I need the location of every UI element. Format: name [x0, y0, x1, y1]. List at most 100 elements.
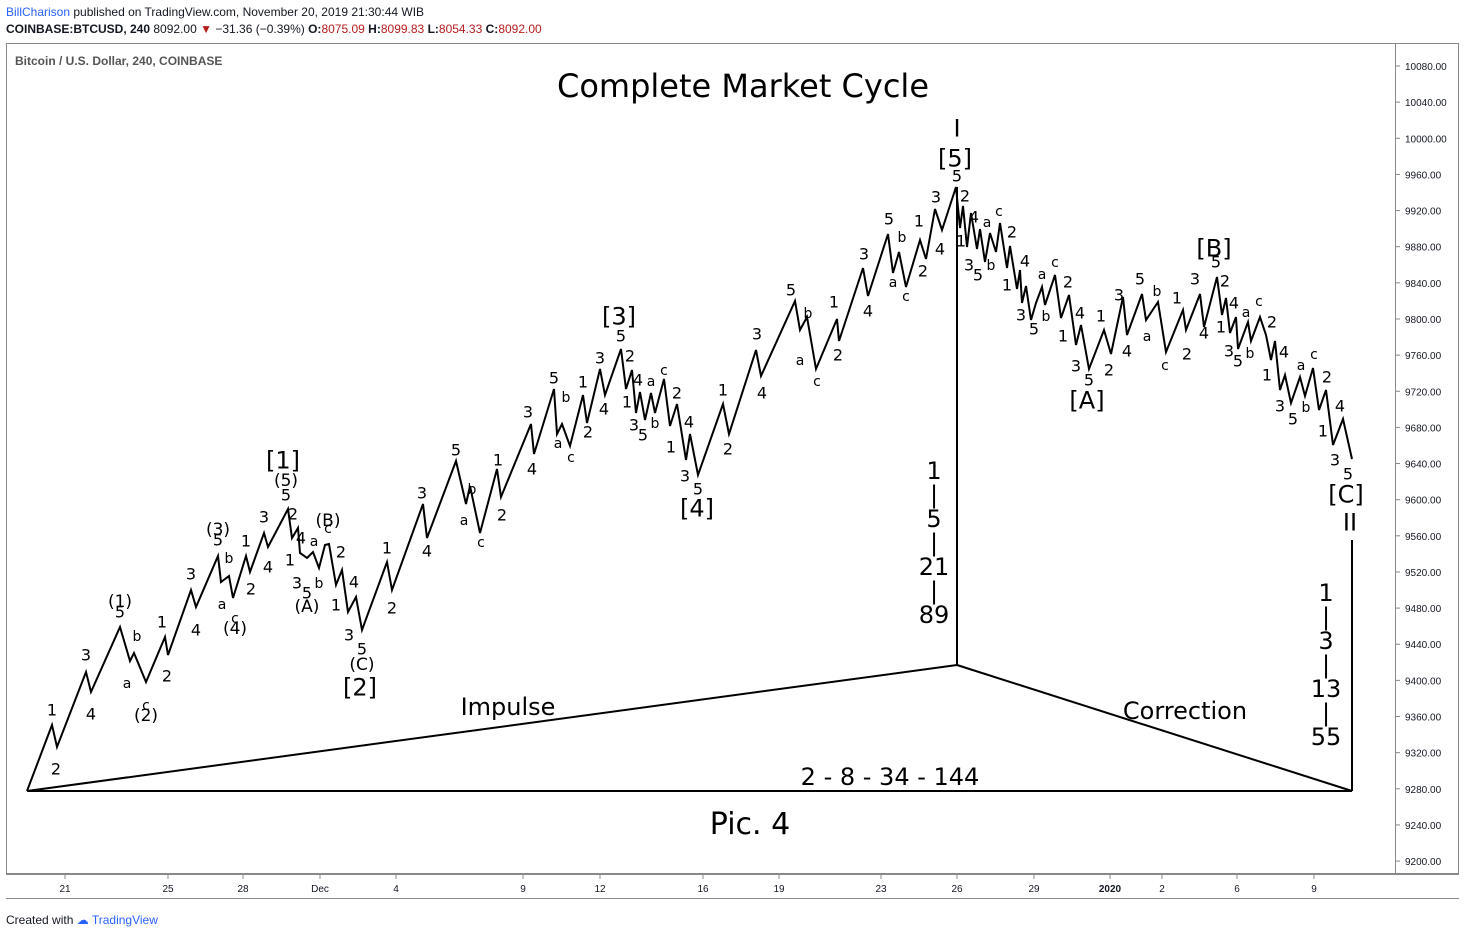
change-down-icon: ▼	[200, 22, 212, 36]
fib-separator: |	[1322, 603, 1330, 631]
wave-label: 1	[578, 373, 588, 392]
wave-label: (B)	[316, 511, 341, 531]
wave-label: c	[477, 535, 485, 551]
price-tick-label: 9480.00	[1405, 604, 1442, 615]
publish-line: BillCharison published on TradingView.co…	[6, 4, 542, 21]
tradingview-logo-icon: ☁	[76, 913, 89, 927]
price-axis[interactable]: 10080.00 10040.00 10000.00 9960.00 9920.00 98…	[1395, 62, 1447, 868]
wave-label: [3]	[602, 302, 636, 330]
wave-label: 1	[1172, 289, 1182, 308]
wave-label: 1	[914, 212, 924, 231]
wave-label: 2	[336, 543, 346, 562]
wave-label: a	[310, 534, 319, 550]
wave-label: 4	[1075, 304, 1085, 323]
wave-label: b	[1153, 284, 1162, 300]
wave-label: c	[567, 450, 575, 466]
tradingview-link[interactable]: TradingView	[91, 913, 158, 927]
wave-label: 4	[633, 371, 643, 390]
price-tick-label: 10000.00	[1405, 134, 1447, 145]
wave-label: 2	[51, 760, 61, 779]
wave-label: 5	[952, 167, 962, 186]
wave-label: a	[1242, 305, 1251, 321]
wave-label: a	[460, 513, 469, 529]
price-tick-label: 9240.00	[1405, 821, 1442, 832]
wave-label: c	[1255, 294, 1263, 310]
price-tick-label: 9600.00	[1405, 496, 1442, 507]
wave-label: 4	[935, 240, 945, 259]
time-tick-label: 23	[875, 884, 887, 895]
wave-label: 4	[863, 302, 873, 321]
wave-label: a	[123, 676, 132, 692]
close-value: 8092.00	[498, 22, 542, 36]
wave-label: 2	[833, 346, 843, 365]
wave-label: c	[142, 698, 150, 714]
wave-label: 1	[1096, 307, 1106, 326]
wave-label: b	[1042, 309, 1051, 325]
fibonacci-columns: 1|5|21|891|3|13|55	[919, 457, 1342, 751]
wave-label: 4	[969, 208, 979, 227]
wave-label: 1	[829, 293, 839, 312]
low-label: L:	[427, 22, 439, 36]
time-tick-label: 2	[1159, 884, 1165, 895]
wave-label: 3	[523, 403, 533, 422]
wave-labels: 1234(1)5bac(2)1234(3)5bac(4)1234[1](5)52…	[47, 114, 1364, 778]
fib-separator: |	[930, 529, 938, 557]
price-tick-label: 9960.00	[1405, 170, 1442, 181]
wave-label: I	[953, 114, 960, 142]
wave-label: II	[1343, 508, 1357, 536]
wave-label: 5	[693, 480, 703, 499]
price-tick-label: 9200.00	[1405, 857, 1442, 868]
wave-label: (C)	[349, 655, 374, 675]
chart-title: Complete Market Cycle	[557, 67, 929, 105]
ohlc-line: COINBASE:BTCUSD, 240 8092.00 ▼ −31.36 (−…	[6, 21, 542, 38]
wave-label: [1]	[266, 446, 300, 474]
chart-frame	[6, 43, 1459, 874]
wave-label: b	[315, 576, 324, 592]
wave-label: c	[324, 521, 332, 537]
wave-label: c	[660, 363, 668, 379]
wave-label: 4	[1199, 324, 1209, 343]
wave-label: 1	[157, 613, 167, 632]
fib-number: 89	[919, 601, 950, 629]
wave-label: (4)	[223, 619, 247, 639]
time-tick-label: 21	[59, 884, 71, 895]
wave-label: c	[902, 289, 910, 305]
wave-label: a	[1038, 267, 1047, 283]
fib-separator: |	[1322, 651, 1330, 679]
price-tick-label: 9320.00	[1405, 749, 1442, 760]
wave-label: 1	[1262, 366, 1272, 385]
time-tick-label: 28	[237, 884, 249, 895]
author-link[interactable]: BillCharison	[6, 5, 71, 19]
wave-label: 5	[213, 531, 223, 550]
wave-label: 3	[931, 188, 941, 207]
wave-label: 4	[1335, 397, 1345, 416]
wave-label: [C]	[1328, 480, 1363, 508]
fib-number: 13	[1311, 675, 1342, 703]
wave-label: 3	[595, 349, 605, 368]
wave-label: 5	[357, 640, 367, 659]
wave-label: 2	[1104, 361, 1114, 380]
time-axis[interactable]: 21 25 28 Dec 4 9 12 16 19 23 26 29 2020 2 6 9	[59, 874, 1317, 895]
fib-number: 1	[926, 457, 941, 485]
wave-label: [5]	[938, 144, 972, 172]
wave-label: 3	[629, 416, 639, 435]
fib-separator: |	[930, 481, 938, 509]
pane-title: Bitcoin / U.S. Dollar, 240, COINBASE	[15, 54, 222, 68]
wave-label: 2	[960, 187, 970, 206]
price-tick-label: 9360.00	[1405, 713, 1442, 724]
wave-label: a	[889, 275, 898, 291]
wave-label: c	[1310, 347, 1318, 363]
wave-label: (3)	[206, 520, 230, 540]
chart-header: BillCharison published on TradingView.co…	[6, 4, 542, 38]
wave-label: 2	[625, 347, 635, 366]
wave-label: 5	[1029, 320, 1039, 339]
wave-label: 3	[752, 325, 762, 344]
wave-label: 2	[162, 667, 172, 686]
wave-label: 4	[1279, 343, 1289, 362]
wave-label: b	[804, 306, 813, 322]
price-tick-label: 9280.00	[1405, 785, 1442, 796]
wave-label: 4	[1122, 342, 1132, 361]
wave-label: 1	[241, 532, 251, 551]
wave-label: 2	[1322, 368, 1332, 387]
